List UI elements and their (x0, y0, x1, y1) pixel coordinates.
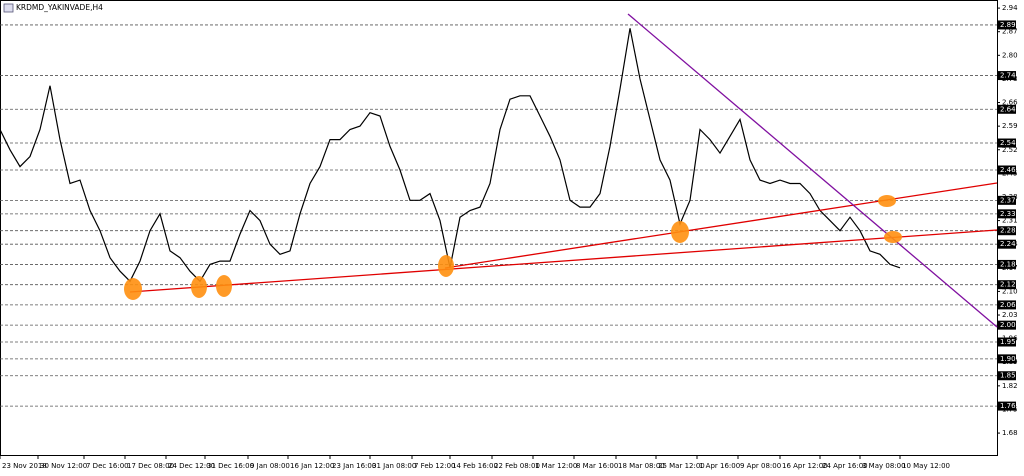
x-tick-label: 24 Dec 12:00 (168, 462, 215, 470)
x-tick-label: 7 Feb 12:00 (414, 462, 455, 470)
x-tick-label: 7 Dec 16:00 (86, 462, 129, 470)
level-label-box (998, 337, 1016, 347)
chart-title: KRDMD_YAKINVADE,H4 (16, 3, 103, 12)
x-tick-label: 31 Dec 16:00 (207, 462, 254, 470)
x-tick-label: 30 Nov 12:00 (40, 462, 87, 470)
level-label-box (998, 239, 1016, 249)
level-label: 2.12 (1000, 281, 1016, 289)
highlight (191, 276, 207, 298)
level-label: 2.54 (1000, 139, 1016, 147)
level-label-box (998, 300, 1016, 310)
trend-line (627, 13, 998, 328)
level-label: 1.76 (1000, 402, 1016, 410)
level-label-box (998, 104, 1016, 114)
y-tick-label: 2.80 (1002, 51, 1018, 59)
level-label: 1.90 (1000, 355, 1016, 363)
y-tick-label: 2.10 (1002, 287, 1018, 295)
y-tick-label: 2.03 (1002, 311, 1018, 319)
level-label: 2.18 (1000, 260, 1016, 268)
x-tick-label: 1 Mar 12:00 (535, 462, 577, 470)
level-label: 1.95 (1000, 338, 1016, 346)
chart-icon (3, 3, 14, 13)
trend-line (129, 229, 998, 293)
level-label-box (998, 165, 1016, 175)
x-tick-label: 14 Feb 16:00 (452, 462, 498, 470)
level-label: 2.00 (1000, 321, 1016, 329)
level-label: 2.74 (1000, 72, 1016, 80)
level-label-box (998, 371, 1016, 381)
plot-frame (0, 0, 998, 456)
level-label: 2.33 (1000, 210, 1016, 218)
level-label-box (998, 280, 1016, 290)
x-tick-label: 3 May 08:00 (862, 462, 906, 470)
y-tick-label: 2.87 (1002, 28, 1018, 36)
x-tick-label: 23 Jan 16:00 (332, 462, 376, 470)
level-label-box (998, 226, 1016, 236)
x-tick-label: 25 Mar 12:00 (658, 462, 705, 470)
drawings (124, 13, 998, 328)
level-label-box (998, 195, 1016, 205)
level-label: 2.46 (1000, 166, 1016, 174)
level-label-box (998, 20, 1016, 30)
x-tick-label: 31 Jan 08:00 (372, 462, 416, 470)
x-tick-label: 16 Jan 12:00 (290, 462, 334, 470)
y-tick-label: 2.52 (1002, 146, 1018, 154)
x-tick-label: 9 Jan 08:00 (250, 462, 290, 470)
level-label: 2.24 (1000, 240, 1016, 248)
highlight (124, 278, 142, 300)
highlight (671, 221, 689, 243)
level-label: 2.89 (1000, 21, 1016, 29)
level-label-box (998, 71, 1016, 81)
level-label-box (998, 320, 1016, 330)
y-tick-label: 2.94 (1002, 4, 1018, 12)
y-tick-label: 2.66 (1002, 99, 1018, 107)
level-label-box (998, 209, 1016, 219)
level-label-box (998, 354, 1016, 364)
y-tick-label: 1.68 (1002, 429, 1018, 437)
x-tick-label: 17 Dec 08:00 (127, 462, 174, 470)
level-label-box (998, 401, 1016, 411)
level-label: 2.64 (1000, 105, 1016, 113)
highlight (438, 255, 454, 277)
trend-line (444, 182, 998, 269)
x-tick-label: 10 May 12:00 (902, 462, 950, 470)
highlights (124, 195, 902, 300)
x-tick-label: 18 Mar 08:00 (618, 462, 665, 470)
y-tick-label: 2.31 (1002, 217, 1018, 225)
y-tick-label: 1.82 (1002, 382, 1018, 390)
x-tick-label: 16 Apr 12:00 (782, 462, 828, 470)
highlight (884, 231, 902, 243)
x-tick-label: 8 Mar 16:00 (576, 462, 618, 470)
level-label: 1.85 (1000, 372, 1016, 380)
x-tick-label: 22 Feb 08:00 (494, 462, 540, 470)
x-tick-label: 1 Apr 16:00 (699, 462, 740, 470)
level-label-box (998, 138, 1016, 148)
level-label: 2.37 (1000, 196, 1016, 204)
highlight (216, 275, 232, 297)
x-tick-label: 23 Nov 2018 (2, 462, 47, 470)
x-tick-label: 24 Apr 16:00 (822, 462, 868, 470)
x-tick-label: 9 Apr 08:00 (740, 462, 781, 470)
y-tick-label: 2.59 (1002, 122, 1018, 130)
level-label-box (998, 259, 1016, 269)
level-label: 2.06 (1000, 301, 1016, 309)
highlight (878, 195, 896, 207)
level-label: 2.28 (1000, 227, 1016, 235)
